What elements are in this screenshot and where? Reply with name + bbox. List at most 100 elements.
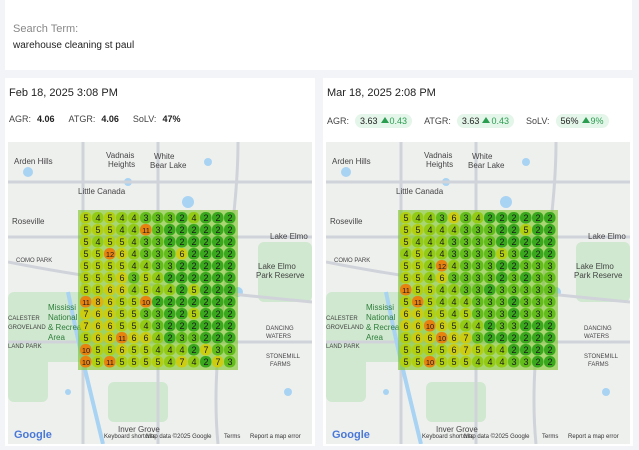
rank-cell: [80, 212, 92, 224]
rank-label: 3: [167, 249, 172, 259]
map-label: DANCING: [266, 326, 294, 332]
rank-cell: [116, 224, 128, 236]
rank-cell: [128, 260, 140, 272]
rank-cell: [224, 260, 236, 272]
rank-label: 5: [155, 357, 160, 367]
metric-label: SoLV:: [132, 114, 157, 124]
metric-value: 3.63: [461, 116, 480, 126]
google-logo: Google: [14, 429, 52, 441]
rank-cell: [400, 272, 412, 284]
rank-cell: [188, 284, 200, 296]
rank-cell: [200, 308, 212, 320]
rank-label: 4: [155, 273, 160, 283]
rank-cell: [188, 356, 200, 368]
rank-label: 2: [511, 225, 516, 235]
map-label: DANCING: [584, 326, 612, 332]
rank-cell: [472, 332, 484, 344]
rank-label: 5: [439, 357, 444, 367]
rank-label: 3: [475, 297, 480, 307]
rank-cell: [484, 260, 496, 272]
metric-label: AGR:: [9, 114, 32, 124]
rank-label: 5: [107, 273, 112, 283]
rank-label: 2: [547, 333, 552, 343]
rank-cell: [176, 224, 188, 236]
rank-cell: [176, 284, 188, 296]
rank-cell: [460, 296, 472, 308]
rank-cell: [544, 344, 556, 356]
metric-change: 0.43: [491, 116, 509, 126]
rank-label: 2: [547, 249, 552, 259]
rank-label: 5: [95, 249, 100, 259]
rank-label: 2: [167, 225, 172, 235]
rank-label: 2: [179, 261, 184, 271]
rank-label: 4: [167, 285, 172, 295]
rank-cell: [80, 296, 92, 308]
rank-label: 2: [203, 249, 208, 259]
date: Feb 18, 2025 3:08 PM: [9, 87, 118, 99]
lake: [522, 158, 530, 166]
rank-label: 3: [451, 273, 456, 283]
rank-cell: [436, 224, 448, 236]
rank-cell: [128, 356, 140, 368]
rank-label: 2: [547, 237, 552, 247]
rank-label: 2: [203, 309, 208, 319]
rank-label: 2: [499, 225, 504, 235]
rank-cell: [140, 344, 152, 356]
map-label: Roseville: [12, 217, 45, 226]
rank-label: 5: [403, 273, 408, 283]
map-label: FARMS: [270, 362, 291, 368]
rank-label: 2: [179, 237, 184, 247]
rank-cell: [200, 272, 212, 284]
rank-cell: [412, 284, 424, 296]
rank-cell: [176, 308, 188, 320]
rank-label: 5: [143, 357, 148, 367]
rank-label: 5: [131, 297, 136, 307]
rank-cell: [188, 332, 200, 344]
rank-cell: [412, 224, 424, 236]
rank-label: 3: [499, 309, 504, 319]
map-label: Heights: [108, 160, 135, 169]
rank-cell: [116, 296, 128, 308]
rank-label: 3: [131, 273, 136, 283]
rank-cell: [140, 224, 152, 236]
rank-cell: [104, 224, 116, 236]
rank-cell: [484, 320, 496, 332]
rank-cell: [412, 332, 424, 344]
rank-label: 2: [547, 357, 552, 367]
rank-label: 2: [547, 321, 552, 331]
rank-cell: [412, 260, 424, 272]
rank-cell: [532, 272, 544, 284]
rank-cell: [520, 260, 532, 272]
rank-label: 10: [438, 334, 446, 343]
rank-cell: [484, 212, 496, 224]
rank-label: 5: [107, 237, 112, 247]
rank-label: 2: [191, 273, 196, 283]
rank-label: 3: [475, 261, 480, 271]
map-label: Lake Elmo: [258, 262, 296, 271]
rank-label: 2: [227, 261, 232, 271]
rank-label: 2: [203, 273, 208, 283]
map-label: Inver Grove: [436, 425, 478, 434]
park: [258, 242, 312, 302]
rank-label: 5: [451, 321, 456, 331]
rank-cell: [448, 356, 460, 368]
rank-label: 10: [142, 298, 150, 307]
rank-label: 4: [463, 321, 468, 331]
rank-cell: [400, 248, 412, 260]
rank-cell: [424, 308, 436, 320]
rank-label: 2: [523, 237, 528, 247]
rank-cell: [544, 332, 556, 344]
google-logo: Google: [332, 429, 370, 441]
map-label: CALESTER: [326, 316, 358, 322]
rank-cell: [80, 272, 92, 284]
rank-label: 3: [499, 321, 504, 331]
map-label: WATERS: [584, 334, 609, 340]
rank-cell: [128, 296, 140, 308]
park: [326, 342, 366, 402]
rank-cell: [424, 260, 436, 272]
rank-label: 5: [83, 261, 88, 271]
rank-label: 5: [415, 261, 420, 271]
rank-cell: [152, 260, 164, 272]
rank-label: 2: [227, 297, 232, 307]
